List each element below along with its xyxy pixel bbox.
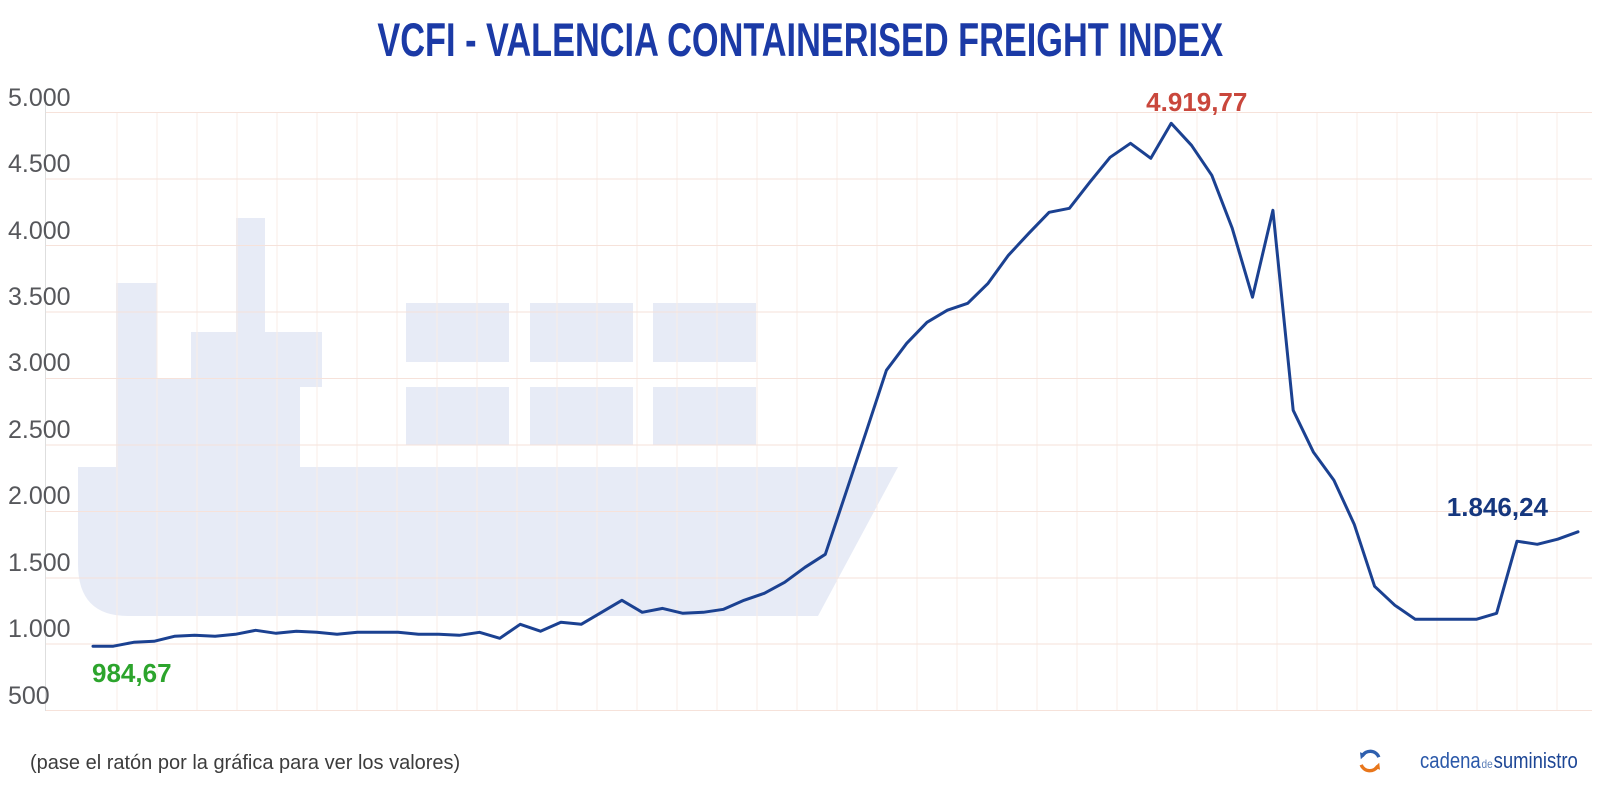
ship-hull: [78, 467, 898, 616]
y-axis-tick-label: 1.500: [8, 548, 71, 577]
horizontal-gridlines: [46, 112, 1592, 712]
y-axis-tick-label: 4.500: [8, 150, 71, 179]
logo-wordmark: cadenadesuministro: [1420, 748, 1578, 774]
logo-word-cadena: cadena: [1420, 748, 1481, 773]
logo-word-de: de: [1481, 757, 1493, 771]
chart-header: VCFI - VALENCIA CONTAINERISED FREIGHT IN…: [0, 12, 1600, 67]
y-axis-tick-label: 2.000: [8, 482, 71, 511]
y-axis-tick-label: 1.000: [8, 615, 71, 644]
vcfi-series-line[interactable]: [91, 121, 1580, 648]
y-axis-tick-label: 3.000: [8, 349, 71, 378]
y-axis-tick-label: 3.500: [8, 282, 71, 311]
y-axis-tick-label: 2.500: [8, 415, 71, 444]
circular-arrows-icon: [1359, 749, 1381, 773]
y-axis-tick-label: 5.000: [8, 83, 71, 112]
container-block: [406, 387, 509, 445]
hover-hint-text: (pase el ratón por la gráfica para ver l…: [30, 752, 461, 774]
start-value-label: 984,67: [92, 658, 172, 689]
end-value-label: 1.846,24: [1446, 491, 1548, 522]
vertical-gridlines: [116, 112, 1558, 710]
container-block: [530, 387, 633, 445]
container-block: [653, 303, 756, 362]
container-ship-watermark: [78, 218, 898, 616]
y-axis-tick-label: 500: [8, 681, 50, 710]
y-axis-tick-label: 4.000: [8, 216, 71, 245]
peak-value-label: 4.919,77: [1146, 87, 1248, 118]
container-block: [406, 303, 509, 362]
container-block: [530, 303, 633, 362]
cadena-de-suministro-logo[interactable]: cadenadesuministro: [1357, 748, 1578, 774]
container-block: [653, 387, 756, 445]
ship-bridge: [191, 332, 322, 387]
ship-superstructure-base: [116, 378, 300, 467]
logo-word-suministro: suministro: [1493, 748, 1578, 773]
chart-title: VCFI - VALENCIA CONTAINERISED FREIGHT IN…: [377, 13, 1223, 66]
